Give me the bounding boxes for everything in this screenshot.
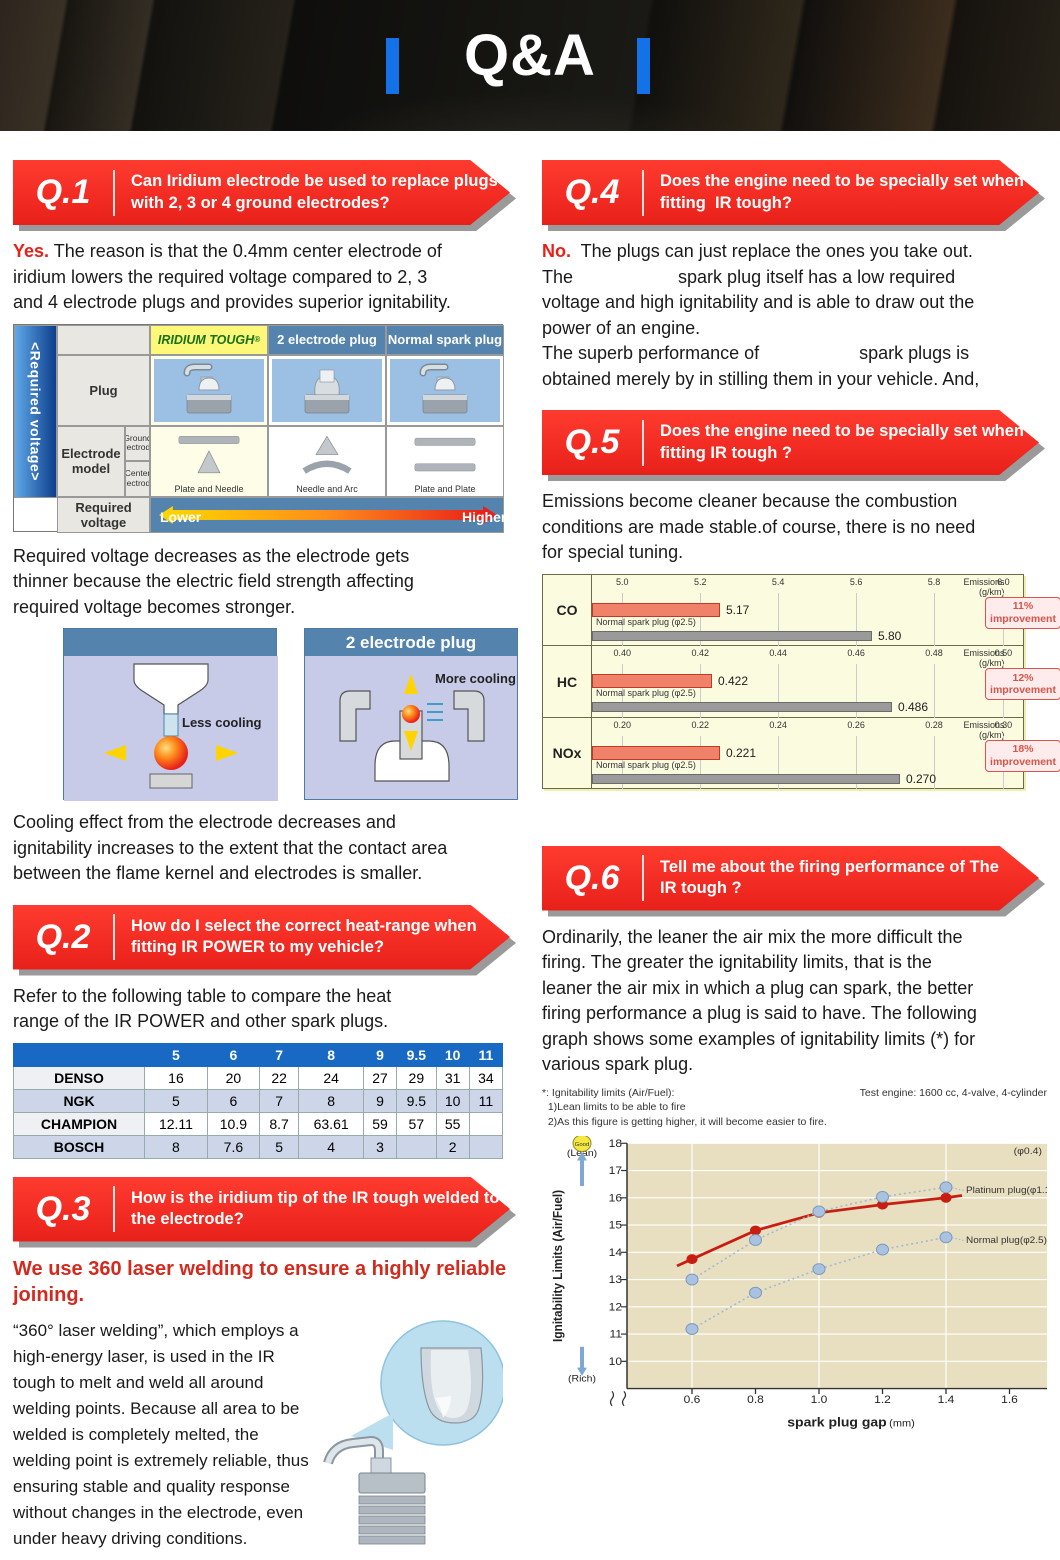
svg-text:13: 13 bbox=[609, 1274, 622, 1285]
svg-text:1.0: 1.0 bbox=[811, 1394, 828, 1405]
svg-text:10: 10 bbox=[609, 1356, 622, 1367]
svg-text:1.4: 1.4 bbox=[938, 1394, 955, 1405]
svg-text:(φ0.4): (φ0.4) bbox=[1014, 1146, 1042, 1156]
svg-text:15: 15 bbox=[609, 1220, 622, 1231]
svg-text:14: 14 bbox=[609, 1247, 623, 1258]
svg-text:12: 12 bbox=[609, 1301, 622, 1312]
svg-text:Ignitability Limits (Air/Fuel: Ignitability Limits (Air/Fuel) bbox=[550, 1189, 565, 1341]
svg-text:(mm): (mm) bbox=[889, 1418, 915, 1429]
svg-text:Normal plug(φ2.5): Normal plug(φ2.5) bbox=[966, 1235, 1047, 1245]
svg-text:spark plug gap: spark plug gap bbox=[787, 1415, 886, 1429]
svg-text:1.2: 1.2 bbox=[874, 1394, 891, 1405]
svg-text:18: 18 bbox=[609, 1138, 622, 1149]
svg-text:1.6: 1.6 bbox=[1001, 1394, 1018, 1405]
svg-text:17: 17 bbox=[609, 1165, 622, 1176]
svg-text:Platinum plug(φ1.1): Platinum plug(φ1.1) bbox=[966, 1185, 1047, 1195]
svg-text:0.8: 0.8 bbox=[747, 1394, 764, 1405]
svg-text:11: 11 bbox=[610, 1329, 622, 1340]
svg-text:16: 16 bbox=[609, 1192, 622, 1203]
svg-text:Good: Good bbox=[575, 1142, 590, 1148]
svg-text:0.6: 0.6 bbox=[684, 1394, 701, 1405]
